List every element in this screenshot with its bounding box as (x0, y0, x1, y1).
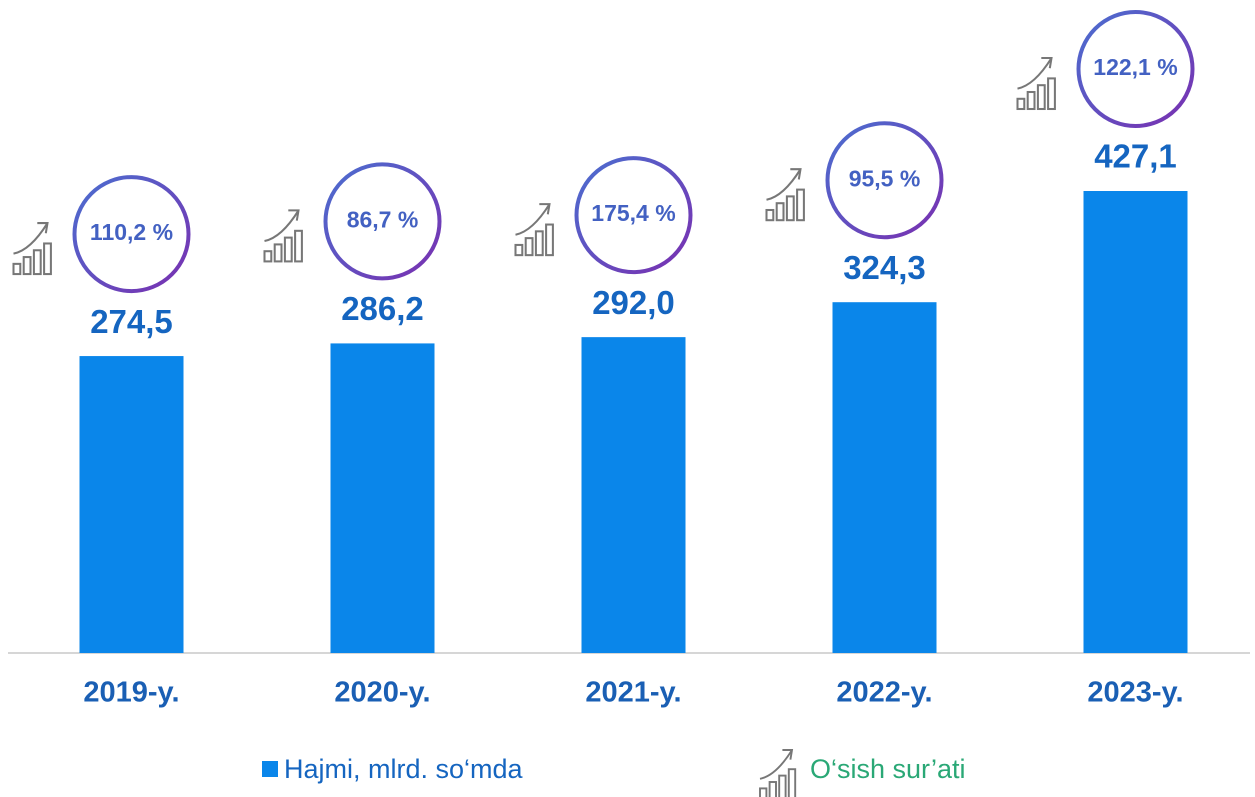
bar (581, 337, 686, 653)
growth-label: 95,5 % (849, 165, 921, 191)
icon-bar (545, 223, 554, 257)
icon-arrow (759, 749, 794, 780)
icon-bar (524, 237, 534, 257)
growth-label: 110,2 % (90, 219, 173, 245)
icon-bar (796, 188, 805, 222)
icon-arrow (13, 222, 49, 255)
icon-bar (273, 243, 283, 263)
growth-circle (825, 121, 944, 240)
icon-bar (534, 230, 544, 257)
icon-bar (775, 202, 785, 222)
icon-bar (785, 195, 795, 222)
icon-bar (22, 256, 32, 276)
icon-bar (1036, 84, 1046, 111)
value-label: 427,1 (1094, 138, 1177, 175)
icon-bar (787, 768, 797, 797)
legend-swatch (262, 761, 278, 777)
x-tick-label: 2019-y. (83, 677, 179, 709)
x-tick-label: 2020-y. (334, 677, 430, 709)
growth-icon (514, 203, 554, 257)
value-label: 286,2 (341, 290, 424, 327)
icon-bar (778, 774, 787, 797)
icon-bar (1026, 90, 1036, 111)
legend-label: O‘sish sur’ati (810, 754, 966, 784)
growth-icon (1016, 56, 1056, 111)
legend-label: Hajmi, mlrd. so‘mda (284, 754, 524, 784)
icon-arrow (766, 168, 802, 201)
icon-bar (32, 249, 42, 276)
x-tick-label: 2021-y. (585, 677, 681, 709)
growth-circle (1076, 10, 1195, 128)
growth-icon (759, 749, 797, 797)
icon-bar (263, 250, 273, 263)
bar (1083, 191, 1188, 653)
x-tick-label: 2023-y. (1087, 677, 1183, 709)
icon-bar (759, 787, 768, 797)
icon-bar (12, 262, 22, 276)
value-label: 292,0 (592, 284, 675, 321)
growth-label: 175,4 % (591, 200, 675, 226)
icon-bar (283, 236, 293, 263)
growth-label: 86,7 % (347, 206, 419, 232)
icon-bar (514, 243, 524, 257)
icon-bar (1047, 77, 1056, 111)
icon-bar (294, 229, 303, 263)
value-label: 274,5 (90, 303, 173, 340)
bar (79, 356, 184, 653)
icon-bar (43, 242, 52, 276)
value-label: 324,3 (843, 249, 926, 286)
icon-bar (768, 781, 777, 797)
icon-arrow (1017, 56, 1053, 90)
icon-bar (765, 208, 775, 222)
growth-icon (765, 168, 805, 222)
x-tick-label: 2022-y. (836, 677, 932, 709)
icon-arrow (264, 209, 300, 243)
growth-icon (12, 222, 52, 276)
growth-label: 122,1 % (1093, 54, 1177, 80)
icon-bar (1016, 97, 1026, 111)
growth-circle (72, 175, 191, 294)
growth-circle (574, 156, 693, 275)
bar (330, 343, 435, 653)
bar (832, 302, 937, 653)
icon-arrow (515, 203, 551, 236)
growth-icon (263, 209, 303, 263)
growth-circle (323, 162, 442, 281)
